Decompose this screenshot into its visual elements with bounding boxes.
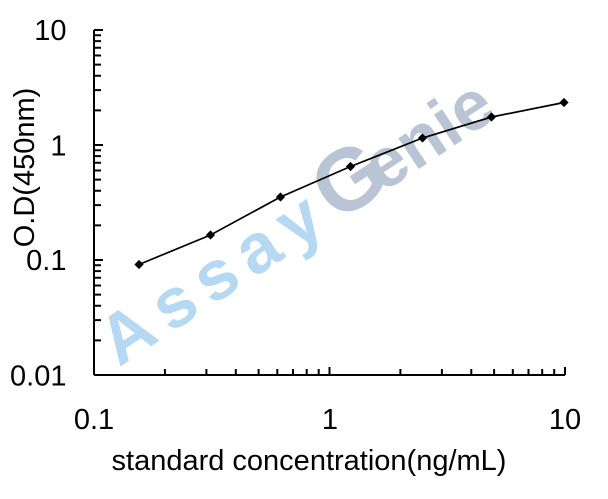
svg-text:10: 10 bbox=[549, 404, 581, 436]
svg-text:0.1: 0.1 bbox=[74, 404, 114, 436]
svg-text:1: 1 bbox=[322, 404, 338, 436]
svg-text:0.1: 0.1 bbox=[26, 245, 66, 277]
svg-text:10: 10 bbox=[34, 15, 66, 47]
svg-text:standard concentration(ng/mL): standard concentration(ng/mL) bbox=[112, 445, 507, 477]
svg-text:0.01: 0.01 bbox=[10, 361, 66, 393]
svg-text:O.D(450nm): O.D(450nm) bbox=[9, 88, 41, 248]
svg-text:1: 1 bbox=[50, 131, 66, 163]
